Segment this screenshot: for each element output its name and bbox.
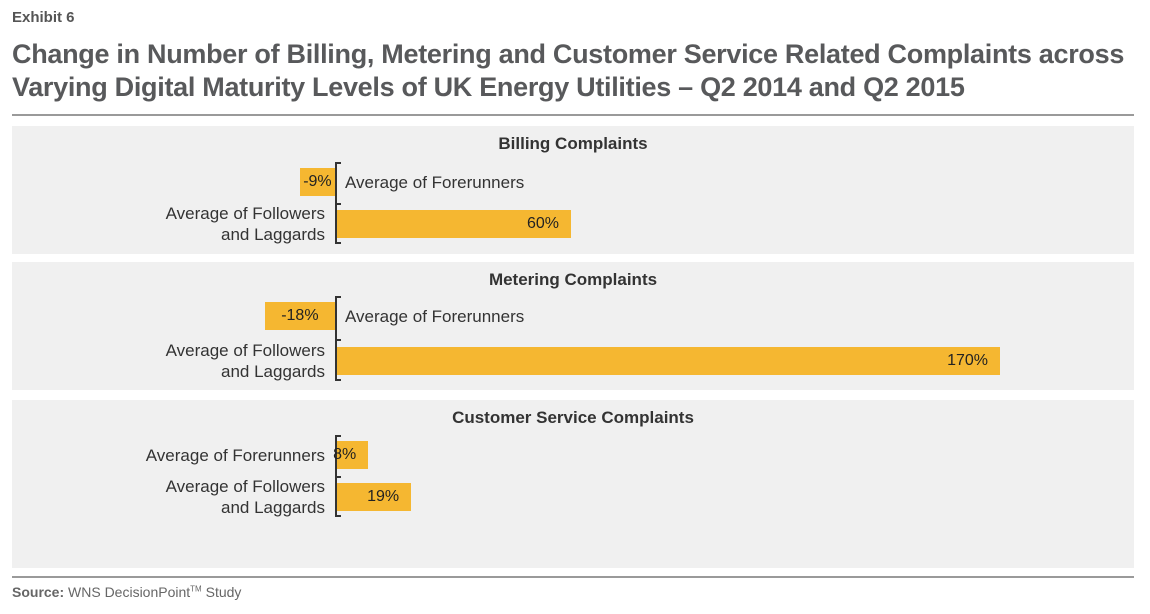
data-label: 60% <box>526 215 559 232</box>
axis-tick <box>335 162 341 164</box>
source-text: WNS DecisionPoint <box>68 584 191 600</box>
panel-title: Metering Complaints <box>488 270 658 289</box>
axis-tick <box>335 339 341 341</box>
chart-panel: Metering Complaints -18% Average of Foreru… <box>12 262 1134 390</box>
bar: -18% <box>264 302 335 330</box>
bar: 8% <box>333 441 369 469</box>
category-label: Average of Forerunners <box>145 445 325 465</box>
data-label: -18% <box>281 307 319 324</box>
axis-tick <box>335 203 341 205</box>
category-label: Average of Forerunners <box>345 172 525 192</box>
chart-title: Change in Number of Billing, Metering an… <box>12 39 1125 102</box>
category-axis <box>335 296 337 381</box>
axis-tick <box>335 379 341 381</box>
category-label: Average of Followers and Laggards <box>165 341 325 381</box>
source-suffix: Study <box>201 584 242 600</box>
trademark-mark: TM <box>190 584 202 594</box>
axis-tick <box>335 515 341 517</box>
bar: 170% <box>337 347 1000 375</box>
axis-tick <box>335 242 341 244</box>
exhibit-label: Exhibit 6 <box>12 9 75 26</box>
bar: 60% <box>337 210 571 238</box>
chart-panel: Billing Complaints -9% Average of Forerunn… <box>12 126 1134 254</box>
panel-title: Customer Service Complaints <box>452 408 694 427</box>
bar: 19% <box>337 483 412 511</box>
category-label: Average of Followers and Laggards <box>165 204 325 244</box>
top-divider <box>12 114 1134 116</box>
panel-title: Billing Complaints <box>498 134 648 153</box>
axis-tick <box>335 476 341 478</box>
source-label: Source: <box>12 584 65 600</box>
bar: -9% <box>299 168 335 196</box>
axis-tick <box>335 296 341 298</box>
category-label: Average of Forerunners <box>345 306 525 326</box>
source-note: Source: WNS DecisionPointTM Study <box>12 584 241 600</box>
chart-panel: Customer Service Complaints 8% Average of … <box>12 400 1134 568</box>
category-label: Average of Followers and Laggards <box>165 477 325 517</box>
data-label: 170% <box>947 352 988 369</box>
data-label: -9% <box>303 173 332 190</box>
data-label: 19% <box>367 488 400 505</box>
data-label: 8% <box>333 446 357 463</box>
axis-tick <box>335 435 341 437</box>
bottom-divider <box>12 576 1134 578</box>
